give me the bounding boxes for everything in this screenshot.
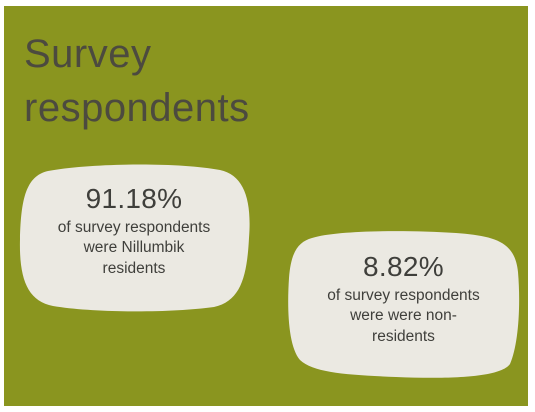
stat-caption-non-residents-line-1: of survey respondents <box>327 286 480 304</box>
stat-card-residents-blob <box>19 164 250 312</box>
stat-caption-non-residents-line-2: were were non- <box>350 307 457 325</box>
title-line-2: respondents <box>24 85 250 130</box>
stat-caption-residents-line-3: residents <box>102 260 166 278</box>
stat-percent-residents: 91.18% <box>85 183 183 214</box>
stat-card-non-residents: 8.82% of survey respondents were were no… <box>286 228 521 379</box>
stat-card-residents-content: 91.18% of survey respondents were Nillum… <box>18 183 250 280</box>
stat-card-non-residents-blob <box>288 231 520 378</box>
survey-infographic-panel: Survey respondents 91.18% of survey resp… <box>4 6 528 406</box>
stat-card-residents-shape <box>19 164 250 312</box>
stat-percent-non-residents: 8.82% <box>363 251 444 282</box>
stat-caption-residents: of survey respondents were Nillumbik res… <box>58 218 211 280</box>
stat-caption-non-residents: of survey respondents were were non- res… <box>327 286 480 348</box>
stat-card-non-residents-content: 8.82% of survey respondents were were no… <box>286 251 521 348</box>
stat-card-residents: 91.18% of survey respondents were Nillum… <box>18 162 250 312</box>
stat-caption-residents-line-1: of survey respondents <box>57 218 211 236</box>
page-title: Survey respondents <box>24 28 444 135</box>
stat-card-non-residents-shape <box>288 231 520 378</box>
stat-caption-non-residents-line-3: residents <box>372 328 435 346</box>
title-line-1: Survey <box>24 32 152 76</box>
stat-caption-residents-line-2: were Nillumbik <box>83 239 185 257</box>
